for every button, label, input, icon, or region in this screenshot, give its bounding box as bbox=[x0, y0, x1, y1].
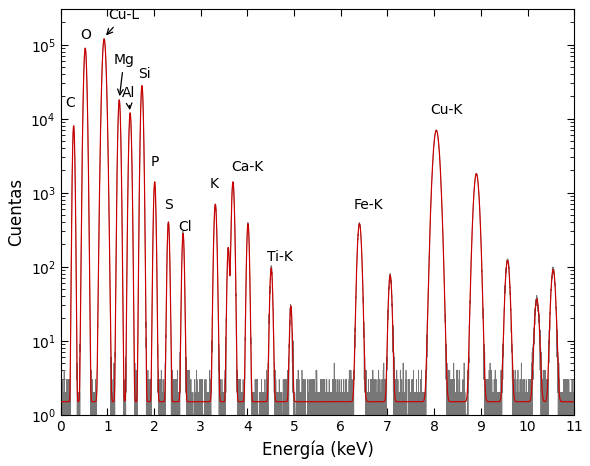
Text: K: K bbox=[209, 177, 218, 191]
Text: P: P bbox=[150, 155, 159, 169]
Text: Cu-K: Cu-K bbox=[431, 103, 463, 117]
Text: O: O bbox=[80, 27, 91, 41]
X-axis label: Energía (keV): Energía (keV) bbox=[261, 440, 373, 459]
Y-axis label: Cuentas: Cuentas bbox=[7, 178, 25, 246]
Text: Cu-L: Cu-L bbox=[107, 8, 139, 34]
Text: Si: Si bbox=[137, 68, 150, 82]
Text: Al: Al bbox=[122, 86, 135, 109]
Text: Ti-K: Ti-K bbox=[267, 250, 293, 264]
Text: C: C bbox=[65, 96, 75, 110]
Text: Cl: Cl bbox=[178, 219, 192, 233]
Text: S: S bbox=[165, 198, 173, 212]
Text: Ca-K: Ca-K bbox=[231, 160, 263, 174]
Text: Fe-K: Fe-K bbox=[354, 198, 384, 212]
Text: Mg: Mg bbox=[113, 53, 135, 95]
